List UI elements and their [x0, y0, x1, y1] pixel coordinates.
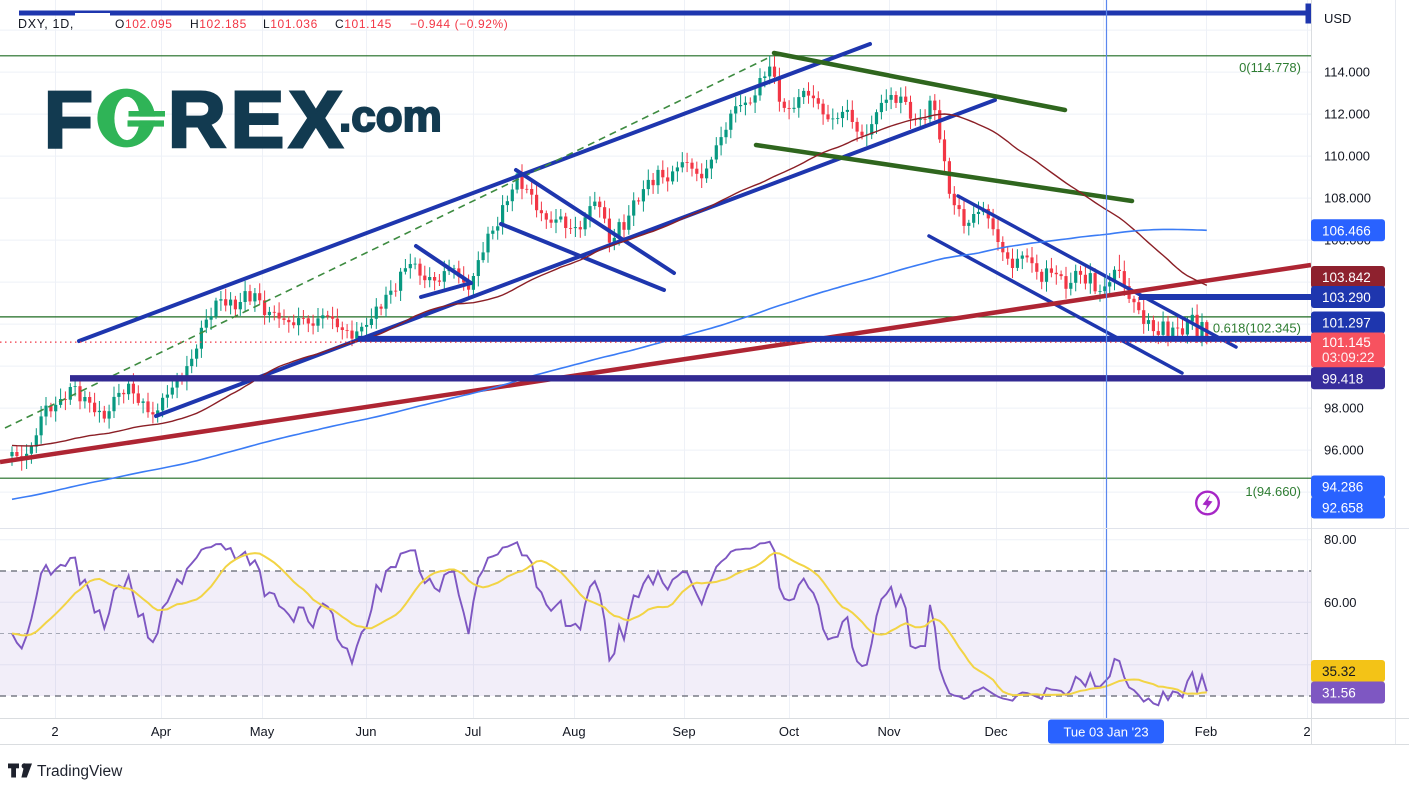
svg-text:Jul: Jul: [465, 724, 482, 739]
svg-text:−0.944 (−0.92%): −0.944 (−0.92%): [410, 17, 508, 31]
svg-text:99.418: 99.418: [1322, 371, 1363, 386]
svg-text:1(94.660): 1(94.660): [1245, 484, 1301, 499]
svg-text:03:09:22: 03:09:22: [1322, 350, 1375, 365]
svg-text:May: May: [250, 724, 275, 739]
svg-text:Feb: Feb: [1195, 724, 1217, 739]
svg-text:0.618(102.345): 0.618(102.345): [1213, 321, 1301, 336]
svg-text:103.842: 103.842: [1322, 270, 1371, 285]
svg-text:O102.095: O102.095: [115, 17, 173, 31]
svg-text:98.000: 98.000: [1324, 401, 1364, 416]
svg-text:80.00: 80.00: [1324, 532, 1357, 547]
svg-text:94.286: 94.286: [1322, 480, 1363, 495]
svg-text:USD: USD: [1324, 11, 1351, 26]
svg-text:.com: .com: [339, 92, 442, 141]
svg-text:Aug: Aug: [562, 724, 585, 739]
svg-text:114.000: 114.000: [1324, 65, 1370, 80]
svg-text:96.000: 96.000: [1324, 443, 1364, 458]
svg-text:Nov: Nov: [877, 724, 901, 739]
svg-text:REX: REX: [168, 75, 348, 164]
svg-text:TradingView: TradingView: [37, 763, 123, 780]
svg-text:106.466: 106.466: [1322, 223, 1371, 238]
svg-text:Apr: Apr: [151, 724, 172, 739]
svg-text:F: F: [44, 75, 97, 164]
svg-text:2: 2: [1303, 724, 1310, 739]
svg-text:101.297: 101.297: [1322, 316, 1371, 331]
svg-text:DXY, 1D,: DXY, 1D,: [18, 17, 74, 31]
svg-text:Tue 03 Jan '23: Tue 03 Jan '23: [1063, 725, 1148, 740]
svg-text:60.00: 60.00: [1324, 595, 1357, 610]
svg-text:0(114.778): 0(114.778): [1239, 60, 1301, 75]
svg-text:112.000: 112.000: [1324, 107, 1370, 122]
svg-text:Oct: Oct: [779, 724, 800, 739]
svg-text:35.32: 35.32: [1322, 664, 1356, 679]
svg-text:103.290: 103.290: [1322, 290, 1371, 305]
svg-text:Jun: Jun: [356, 724, 377, 739]
svg-text:L101.036: L101.036: [263, 17, 318, 31]
svg-text:31.56: 31.56: [1322, 686, 1356, 701]
svg-text:92.658: 92.658: [1322, 501, 1363, 516]
svg-text:110.000: 110.000: [1324, 149, 1370, 164]
svg-text:H102.185: H102.185: [190, 17, 247, 31]
svg-text:Sep: Sep: [672, 724, 695, 739]
svg-text:C101.145: C101.145: [335, 17, 392, 31]
svg-text:101.145: 101.145: [1322, 335, 1371, 350]
svg-text:Dec: Dec: [984, 724, 1008, 739]
svg-text:2: 2: [51, 724, 58, 739]
svg-text:108.000: 108.000: [1324, 191, 1371, 206]
